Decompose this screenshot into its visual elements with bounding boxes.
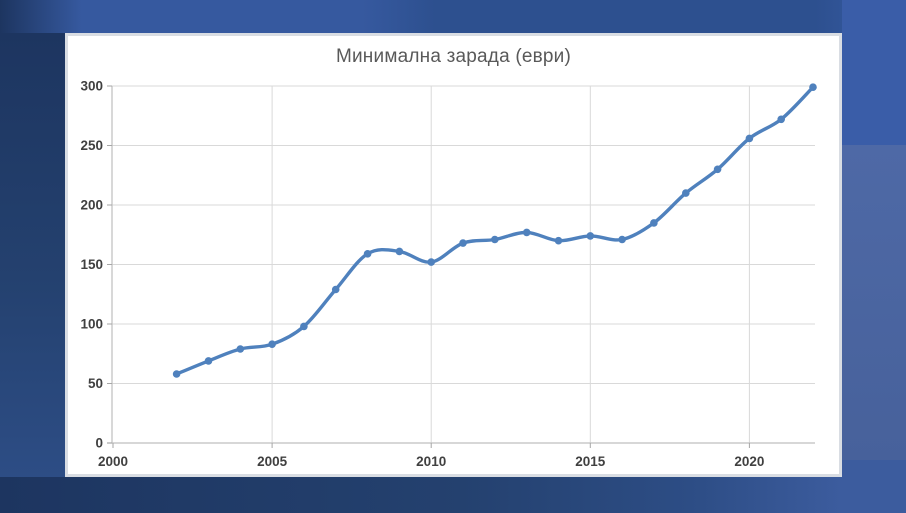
data-point-marker — [268, 340, 276, 349]
y-tick-label: 200 — [80, 198, 103, 213]
data-point-marker — [300, 322, 308, 331]
series-markers — [172, 83, 817, 378]
data-point-marker — [554, 236, 563, 245]
x-tick-label: 2020 — [734, 454, 764, 469]
x-tick-label: 2005 — [257, 454, 288, 469]
y-tick-label: 300 — [80, 79, 103, 94]
data-point-marker — [427, 258, 436, 266]
y-tick-label: 0 — [95, 436, 103, 451]
x-tick-label: 2015 — [575, 454, 606, 469]
y-tick-label: 250 — [80, 138, 103, 153]
data-point-marker — [395, 247, 404, 256]
y-tick-label: 150 — [80, 257, 103, 272]
chart-svg: 0 50 100 150 200 250 300 2000 2005 2010 2015 2020 — [80, 79, 817, 469]
tick-marks — [107, 85, 750, 448]
y-tick-labels: 0 50 100 150 200 250 300 — [80, 79, 103, 451]
data-point-marker — [809, 83, 817, 91]
y-tick-label: 100 — [80, 317, 103, 332]
data-point-marker — [650, 219, 658, 227]
x-tick-labels: 2000 2005 2010 2015 2020 — [98, 454, 764, 469]
x-tick-label: 2000 — [98, 454, 128, 469]
data-point-marker — [777, 115, 785, 124]
data-point-marker — [363, 250, 372, 258]
data-point-marker — [745, 134, 754, 143]
data-point-marker — [522, 228, 531, 237]
x-tick-label: 2010 — [416, 454, 446, 469]
chart-panel: Минимална зарада (еври) 0 50 100 150 200 250 3… — [65, 33, 842, 477]
backdrop-right-mid-band — [842, 145, 906, 460]
data-point-marker — [459, 239, 467, 247]
data-point-marker — [713, 165, 722, 174]
data-point-marker — [491, 235, 499, 244]
backdrop-right-bottom-band — [842, 460, 906, 513]
data-point-marker — [204, 357, 213, 365]
y-tick-label: 50 — [88, 376, 103, 391]
backdrop-top-band — [0, 0, 906, 33]
chart-title: Минимална зарада (еври) — [335, 46, 572, 67]
data-point-marker — [618, 235, 626, 244]
backdrop-right-top-band — [842, 0, 906, 145]
data-point-marker — [586, 232, 595, 240]
data-point-marker — [172, 370, 181, 378]
backdrop-left-band — [0, 33, 65, 477]
gridlines — [112, 85, 815, 443]
data-point-marker — [682, 189, 690, 197]
data-point-marker — [236, 345, 245, 353]
data-point-marker — [331, 285, 340, 294]
backdrop-bottom-band — [0, 477, 842, 513]
